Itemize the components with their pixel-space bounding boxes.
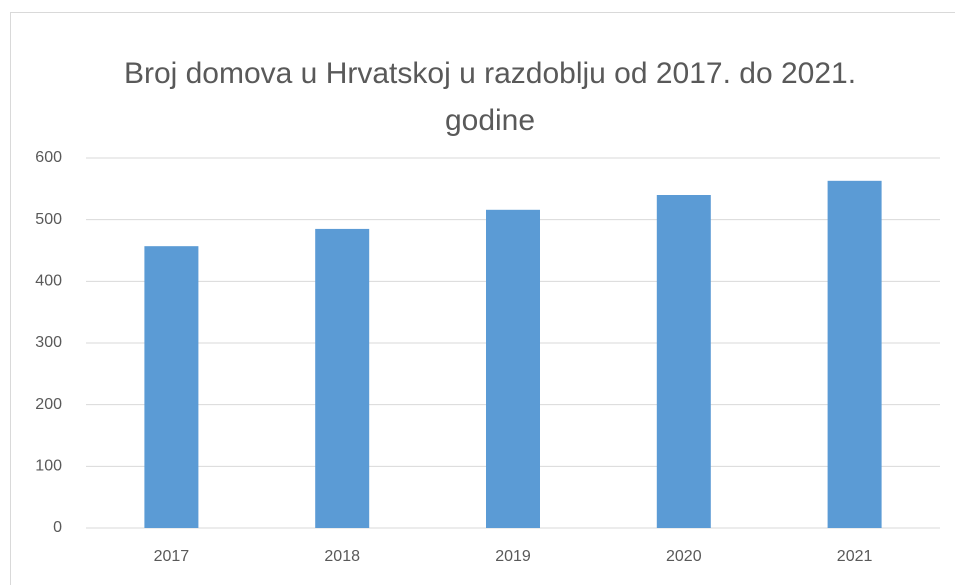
y-tick-label: 400 <box>35 273 62 290</box>
x-tick-label: 2017 <box>154 548 190 565</box>
x-tick-label: 2019 <box>495 548 531 565</box>
bar <box>315 228 370 528</box>
y-tick-label: 0 <box>53 519 62 536</box>
y-tick-label: 300 <box>35 334 62 351</box>
bar <box>656 195 711 528</box>
x-tick-label: 2018 <box>324 548 360 565</box>
y-tick-label: 600 <box>35 149 62 166</box>
y-tick-label: 200 <box>35 396 62 413</box>
x-tick-label: 2021 <box>837 548 873 565</box>
chart-border <box>10 12 955 585</box>
bar <box>486 209 540 529</box>
x-tick-label: 2020 <box>666 548 702 565</box>
bar <box>144 246 199 528</box>
bar <box>827 180 882 529</box>
y-tick-label: 500 <box>35 211 62 228</box>
y-tick-label: 100 <box>35 458 62 475</box>
chart-title: Broj domova u Hrvatskoj u razdoblju od 2… <box>123 57 857 137</box>
